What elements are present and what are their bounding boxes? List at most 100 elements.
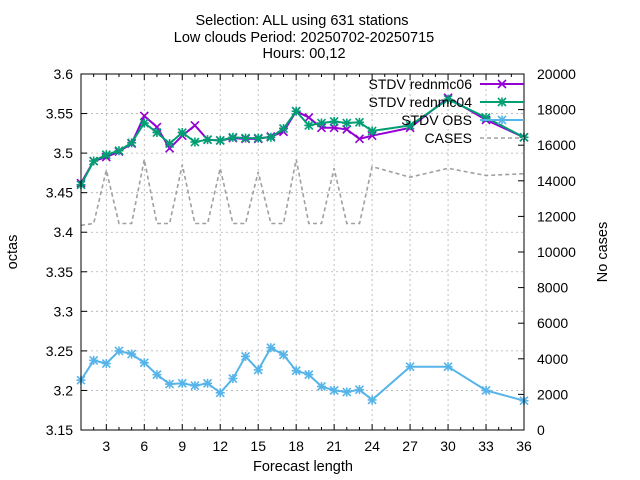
y-tick-label: 3.45 [46,185,73,201]
data-point [329,385,339,396]
data-point [190,120,200,130]
data-point [354,134,365,144]
y-tick-label: 3.6 [54,66,74,82]
legend-label: STDV rednmc04 [369,94,473,110]
data-point [342,118,352,128]
data-point [278,124,289,134]
legend-entry: STDV OBS [401,112,524,128]
data-point [291,366,301,376]
axis-ticks [80,73,525,431]
data-point [240,351,251,361]
legend-label: STDV OBS [401,112,472,128]
data-point [329,116,339,127]
y-tick-label: 3.3 [54,303,74,319]
data-point [266,343,276,353]
series-stdv-obs [76,343,529,406]
data-point [405,120,415,130]
data-point [190,381,200,391]
chart-title: Selection: ALL using 631 stations Low cl… [174,13,434,62]
data-point [405,362,415,372]
data-point [165,379,175,389]
title-line-3: Hours: 00,12 [262,46,345,62]
x-tick-label: 9 [178,438,186,454]
marker-stroke [354,134,365,144]
data-point [127,138,137,148]
y-tick-label: 3.55 [46,106,73,122]
y-tick-label: 3.15 [46,422,73,438]
data-point [304,112,314,123]
data-point [228,374,238,384]
y-tick-label: 3.35 [46,264,73,280]
y-tick-label: 3.25 [46,343,73,359]
data-point [228,132,238,142]
data-point [240,133,251,143]
legend-label: STDV rednmc06 [369,76,473,92]
data-point [89,355,99,365]
data-point [443,362,453,372]
x-tick-label: 15 [250,438,266,454]
y2-tick-label: 16000 [537,137,576,153]
legend-entry: CASES [425,130,524,146]
data-point [304,120,314,130]
data-point [304,370,314,380]
x-axis-label: Forecast length [253,459,353,475]
data-point [291,106,301,116]
y2-tick-labels: 0 2000 4000 6000 8000 10000 12000 14000 16000 180… [537,66,576,438]
data-point [89,156,99,166]
legend-label: CASES [425,130,472,146]
series-line [80,159,525,227]
series-cases [80,159,525,227]
x-tick-label: 30 [440,438,456,454]
y2-tick-label: 8000 [537,280,568,296]
y2-tick-label: 12000 [537,208,576,224]
x-tick-label: 24 [364,438,380,454]
data-point [165,139,175,149]
title-line-1: Selection: ALL using 631 stations [195,13,408,29]
data-point [114,346,124,356]
legend-entry: STDV rednmc06 [369,76,524,92]
series-line [80,346,525,402]
data-point [497,97,507,107]
data-point [215,388,225,398]
data-point [114,146,124,156]
x-tick-labels: 3 6 9 12 15 18 21 24 27 30 33 36 [102,438,532,454]
y-tick-label: 3.5 [54,145,74,161]
data-point [152,370,162,380]
data-point [443,94,453,104]
marker-stroke [190,120,200,130]
data-point [139,118,149,128]
series-line [80,98,525,186]
data-point [253,133,263,143]
data-point [139,111,149,121]
series-group [76,93,529,406]
y2-tick-label: 2000 [537,386,568,402]
data-point [497,79,507,89]
data-point [101,358,111,369]
y2-tick-label: 18000 [537,102,576,118]
x-tick-label: 36 [516,438,532,454]
data-point [101,150,111,160]
x-tick-label: 18 [288,438,304,454]
data-point [278,350,289,360]
y2-axis-label: No cases [595,222,611,282]
data-point [152,127,162,138]
legend: STDV rednmc06 STDV rednmc04 STDV OBS CASES [369,76,524,146]
data-point [253,365,263,375]
y2-tick-label: 20000 [537,66,576,82]
x-tick-label: 21 [326,438,342,454]
x-tick-label: 3 [102,438,110,454]
y2-tick-label: 4000 [537,351,568,367]
data-point [203,378,213,388]
data-point [316,381,327,392]
y2-tick-label: 6000 [537,315,568,331]
marker-stroke [304,112,314,123]
data-point [497,115,507,125]
legend-entry: STDV rednmc04 [369,94,524,110]
data-point [215,135,225,146]
series-stdv-rednmc04 [76,94,529,190]
data-point [190,137,200,147]
y-tick-label: 3.4 [54,224,74,240]
y2-tick-label: 10000 [537,244,576,260]
data-point [177,127,187,138]
y-axis-label: octas [5,235,21,270]
